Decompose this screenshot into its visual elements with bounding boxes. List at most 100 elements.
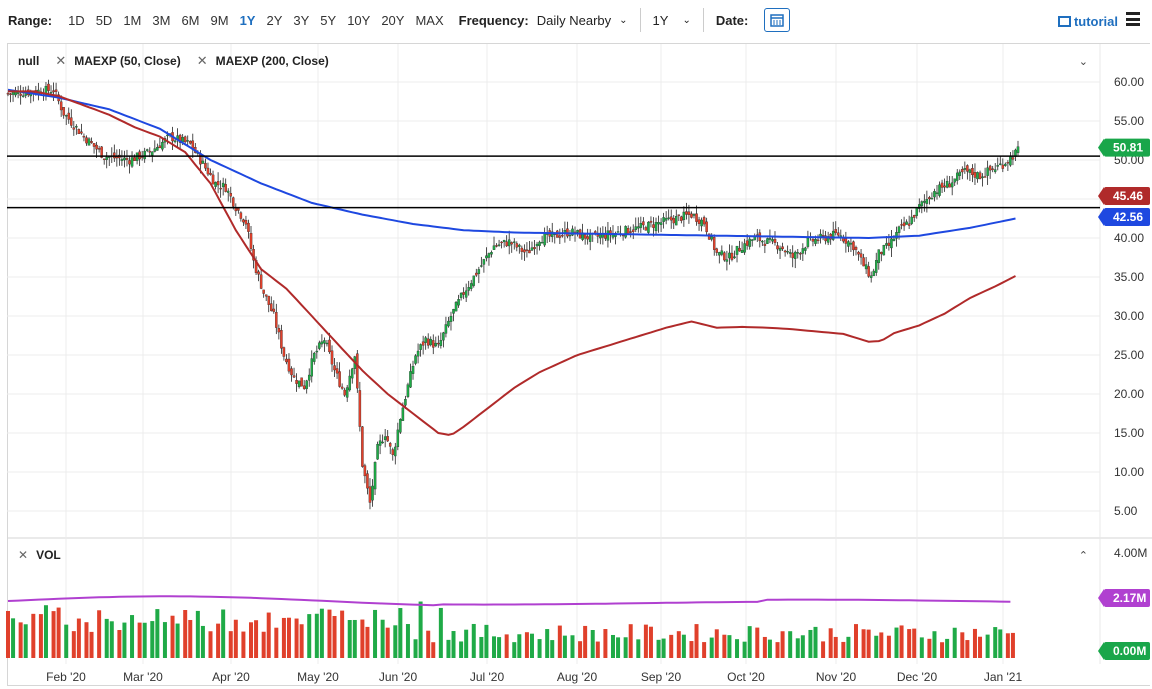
candle-body — [480, 265, 483, 267]
candle-body — [766, 238, 769, 244]
ma50-badge-pointer — [1098, 187, 1104, 205]
calendar-button[interactable] — [764, 8, 791, 32]
candle-body — [307, 374, 311, 381]
candle-body — [429, 338, 432, 346]
close-icon[interactable]: ✕ — [196, 53, 208, 68]
candle-body — [437, 342, 440, 345]
candle-body — [543, 233, 546, 246]
candle-body — [576, 230, 579, 233]
range-button-20y[interactable]: 20Y — [381, 12, 405, 28]
last-price-badge — [1104, 138, 1150, 157]
candle-body — [920, 201, 924, 207]
x-tick-label: Feb '20 — [46, 670, 86, 684]
candle-body — [345, 387, 349, 398]
tutorial-link[interactable]: tutorial — [1057, 14, 1118, 29]
range-button-1y[interactable]: 1Y — [239, 12, 256, 28]
range-button-1d[interactable]: 1D — [68, 12, 85, 28]
candle-body — [728, 252, 731, 259]
candle-body — [905, 221, 908, 225]
candle-body — [47, 83, 50, 91]
candle-body — [459, 292, 463, 298]
volume-bar — [681, 634, 686, 658]
candle-body — [186, 140, 189, 142]
volume-bar — [6, 610, 10, 658]
candle-body — [700, 219, 703, 227]
candle-body — [677, 214, 681, 216]
close-icon[interactable]: ✕ — [18, 548, 29, 562]
candle-body — [447, 320, 450, 327]
volume-bar — [1010, 632, 1015, 658]
candle-body — [325, 342, 329, 345]
volume-bar — [340, 610, 345, 658]
candle-body — [378, 440, 382, 446]
candle-body — [394, 446, 397, 457]
chevron-up-icon[interactable]: ⌃ — [1078, 550, 1088, 562]
candle-body — [100, 146, 103, 158]
range-button-3m[interactable]: 3M — [152, 12, 171, 28]
volume-bar — [431, 642, 436, 658]
volume-bar — [714, 629, 719, 658]
candle-body — [452, 308, 455, 314]
candle-body — [745, 240, 749, 246]
candle-body — [1006, 162, 1010, 164]
candle-body — [232, 197, 235, 207]
candle-body — [292, 375, 296, 378]
volume-bar — [471, 623, 476, 658]
range-button-max[interactable]: MAX — [415, 12, 444, 28]
range-button-1m[interactable]: 1M — [123, 12, 142, 28]
candle-body — [145, 149, 149, 151]
volume-bar — [886, 635, 891, 658]
y-tick-label: 10.00 — [1114, 465, 1144, 479]
candle-body — [363, 465, 367, 477]
candle-body — [1009, 156, 1012, 166]
candle-body — [558, 235, 562, 238]
candle-body — [1011, 157, 1015, 160]
ma200-badge — [1104, 208, 1150, 226]
range-button-5d[interactable]: 5D — [95, 12, 113, 28]
range-button-3y[interactable]: 3Y — [293, 12, 310, 28]
candle-body — [156, 147, 159, 151]
range-button-5y[interactable]: 5Y — [320, 12, 337, 28]
volume-bar — [299, 624, 304, 658]
candle-body — [654, 222, 658, 232]
volume-bar — [249, 622, 254, 658]
range-button-9m[interactable]: 9M — [210, 12, 229, 28]
candle-body — [540, 242, 544, 244]
volume-bar — [524, 632, 529, 658]
candle-body — [948, 183, 951, 188]
close-icon[interactable]: ✕ — [55, 53, 67, 68]
candle-body — [518, 244, 521, 247]
candle-body — [11, 92, 15, 95]
ma50-badge — [1104, 187, 1150, 205]
candle-body — [897, 226, 901, 233]
frequency-dropdown[interactable]: Daily Nearby ⌄ — [537, 13, 628, 28]
candle-body — [507, 239, 511, 247]
range-button-10y[interactable]: 10Y — [347, 12, 371, 28]
volume-bar — [398, 608, 403, 658]
range-button-2y[interactable]: 2Y — [266, 12, 283, 28]
volume-bar — [216, 623, 221, 658]
volume-ma-badge-pointer — [1098, 589, 1104, 607]
chevron-down-icon[interactable]: ⌄ — [1078, 56, 1088, 68]
candle-body — [9, 93, 12, 95]
volume-bar — [109, 621, 114, 658]
period-dropdown[interactable]: 1Y ⌄ — [653, 13, 691, 28]
range-button-6m[interactable]: 6M — [181, 12, 200, 28]
volume-bar — [557, 625, 562, 658]
candle-body — [295, 380, 298, 384]
candle-body — [892, 238, 896, 241]
legend-ma200: MAEXP (200, Close) — [215, 54, 329, 68]
volume-bar — [828, 628, 833, 658]
candle-body — [302, 385, 306, 389]
candle-body — [864, 264, 868, 270]
volume-bar — [775, 642, 780, 658]
candle-body — [128, 160, 131, 165]
volume-bar — [84, 622, 89, 658]
volume-bar — [38, 614, 43, 658]
volume-bar — [347, 620, 352, 658]
menu-icon[interactable] — [1126, 12, 1140, 26]
candle-body — [143, 150, 146, 160]
candle-body — [596, 234, 600, 237]
candle-body — [528, 250, 531, 254]
